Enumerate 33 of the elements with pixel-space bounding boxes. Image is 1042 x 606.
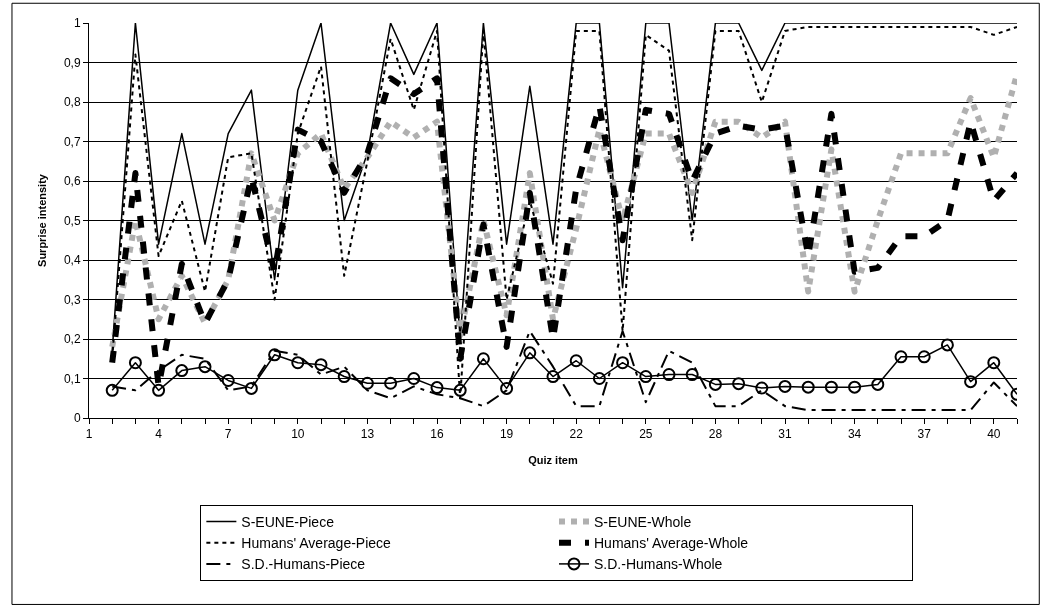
legend-label: S-EUNE-Piece <box>241 513 335 530</box>
x-tick-label: 37 <box>917 427 932 442</box>
x-tick-label: 34 <box>847 427 862 442</box>
y-tick-label: 0 <box>73 411 81 426</box>
y-tick-label: 0,7 <box>63 134 81 149</box>
y-tick-label: 0,6 <box>63 174 81 189</box>
x-tick-label: 31 <box>778 427 792 442</box>
x-tick-label: 28 <box>708 427 723 442</box>
y-tick-label: 0,9 <box>63 55 81 70</box>
legend-label: S.D.-Humans-Whole <box>594 556 723 573</box>
x-tick-label: 22 <box>569 427 584 442</box>
x-axis-title: Quiz item <box>528 453 578 466</box>
y-tick-label: 0,2 <box>63 332 81 347</box>
legend-label: Humans' Average-Whole <box>594 535 749 552</box>
x-tick-label: 16 <box>430 427 444 442</box>
x-tick-label: 40 <box>987 427 1001 442</box>
y-tick-label: 0,8 <box>63 95 81 110</box>
x-tick-label: 19 <box>499 427 514 442</box>
legend-label: S.D.-Humans-Piece <box>241 556 366 573</box>
x-tick-label: 4 <box>155 427 163 442</box>
x-tick-label: 1 <box>85 427 93 442</box>
y-tick-label: 0,4 <box>63 253 81 268</box>
y-tick-label: 1 <box>73 16 81 31</box>
legend-label: Humans' Average-Piece <box>241 535 392 552</box>
x-tick-label: 25 <box>639 427 653 442</box>
y-tick-label: 0,1 <box>63 371 81 386</box>
x-tick-label: 13 <box>360 427 375 442</box>
y-axis-title: Surprise intensity <box>35 173 48 267</box>
x-tick-label: 7 <box>224 427 232 442</box>
y-tick-label: 0,5 <box>63 213 81 228</box>
x-tick-label: 10 <box>291 427 305 442</box>
legend-label: S-EUNE-Whole <box>594 513 692 530</box>
y-tick-label: 0,3 <box>63 292 81 307</box>
